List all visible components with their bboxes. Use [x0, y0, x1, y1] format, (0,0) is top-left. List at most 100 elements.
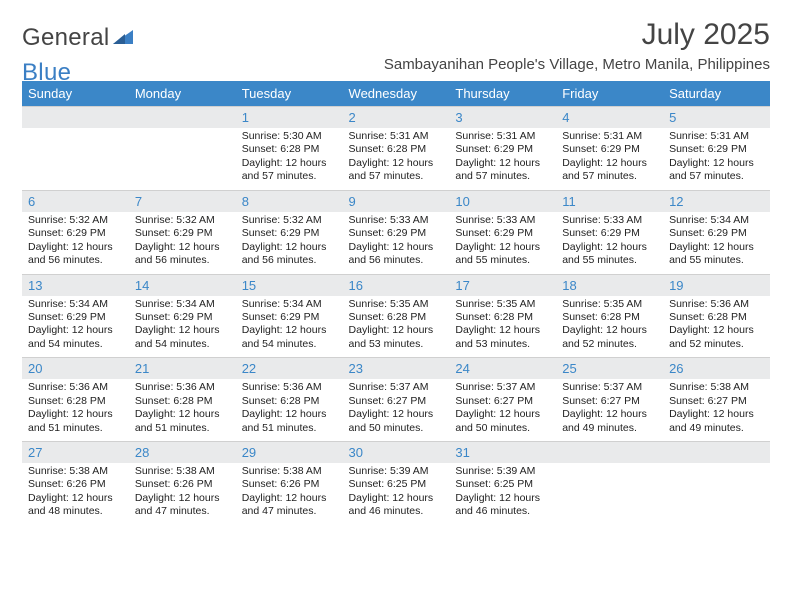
sunset-text: Sunset: 6:29 PM: [562, 227, 657, 240]
sunrise-text: Sunrise: 5:37 AM: [455, 381, 550, 394]
calendar-day-cell: 4Sunrise: 5:31 AMSunset: 6:29 PMDaylight…: [556, 106, 663, 190]
sunrise-text: Sunrise: 5:30 AM: [242, 130, 337, 143]
day-body: Sunrise: 5:36 AMSunset: 6:28 PMDaylight:…: [236, 379, 343, 441]
calendar-day-cell: 3Sunrise: 5:31 AMSunset: 6:29 PMDaylight…: [449, 106, 556, 190]
daylight-text: Daylight: 12 hours and 55 minutes.: [669, 241, 764, 268]
calendar-day-cell: 17Sunrise: 5:35 AMSunset: 6:28 PMDayligh…: [449, 274, 556, 358]
day-number: 30: [343, 441, 450, 463]
calendar-week-row: 20Sunrise: 5:36 AMSunset: 6:28 PMDayligh…: [22, 357, 770, 441]
sunset-text: Sunset: 6:27 PM: [669, 395, 764, 408]
calendar-day-cell: 30Sunrise: 5:39 AMSunset: 6:25 PMDayligh…: [343, 441, 450, 525]
sunrise-text: Sunrise: 5:38 AM: [28, 465, 123, 478]
daylight-text: Daylight: 12 hours and 53 minutes.: [455, 324, 550, 351]
day-body: Sunrise: 5:37 AMSunset: 6:27 PMDaylight:…: [449, 379, 556, 441]
sunrise-text: Sunrise: 5:34 AM: [242, 298, 337, 311]
day-number: 9: [343, 190, 450, 212]
daylight-text: Daylight: 12 hours and 51 minutes.: [28, 408, 123, 435]
daylight-text: Daylight: 12 hours and 56 minutes.: [28, 241, 123, 268]
day-body: Sunrise: 5:31 AMSunset: 6:29 PMDaylight:…: [663, 128, 770, 190]
day-body: Sunrise: 5:35 AMSunset: 6:28 PMDaylight:…: [556, 296, 663, 358]
sunset-text: Sunset: 6:29 PM: [455, 143, 550, 156]
calendar-day-cell: 20Sunrise: 5:36 AMSunset: 6:28 PMDayligh…: [22, 357, 129, 441]
day-number: [22, 106, 129, 128]
calendar-day-cell: 25Sunrise: 5:37 AMSunset: 6:27 PMDayligh…: [556, 357, 663, 441]
day-body: Sunrise: 5:33 AMSunset: 6:29 PMDaylight:…: [449, 212, 556, 274]
day-number: 21: [129, 357, 236, 379]
daylight-text: Daylight: 12 hours and 46 minutes.: [349, 492, 444, 519]
sunrise-text: Sunrise: 5:39 AM: [349, 465, 444, 478]
sunrise-text: Sunrise: 5:36 AM: [669, 298, 764, 311]
daylight-text: Daylight: 12 hours and 57 minutes.: [242, 157, 337, 184]
day-body: Sunrise: 5:32 AMSunset: 6:29 PMDaylight:…: [236, 212, 343, 274]
day-number: 27: [22, 441, 129, 463]
day-body: [129, 128, 236, 178]
daylight-text: Daylight: 12 hours and 53 minutes.: [349, 324, 444, 351]
sunset-text: Sunset: 6:29 PM: [135, 227, 230, 240]
day-number: 7: [129, 190, 236, 212]
day-header-row: Sunday Monday Tuesday Wednesday Thursday…: [22, 81, 770, 106]
day-number: [663, 441, 770, 463]
calendar-day-cell: 24Sunrise: 5:37 AMSunset: 6:27 PMDayligh…: [449, 357, 556, 441]
daylight-text: Daylight: 12 hours and 55 minutes.: [562, 241, 657, 268]
daylight-text: Daylight: 12 hours and 51 minutes.: [242, 408, 337, 435]
calendar-day-cell: 2Sunrise: 5:31 AMSunset: 6:28 PMDaylight…: [343, 106, 450, 190]
daylight-text: Daylight: 12 hours and 55 minutes.: [455, 241, 550, 268]
calendar-day-cell: 15Sunrise: 5:34 AMSunset: 6:29 PMDayligh…: [236, 274, 343, 358]
day-number: 14: [129, 274, 236, 296]
sunrise-text: Sunrise: 5:37 AM: [349, 381, 444, 394]
sunset-text: Sunset: 6:29 PM: [135, 311, 230, 324]
sunset-text: Sunset: 6:26 PM: [28, 478, 123, 491]
day-number: 23: [343, 357, 450, 379]
day-body: [22, 128, 129, 178]
day-header: Friday: [556, 81, 663, 106]
day-body: Sunrise: 5:39 AMSunset: 6:25 PMDaylight:…: [449, 463, 556, 525]
day-number: 26: [663, 357, 770, 379]
day-body: Sunrise: 5:34 AMSunset: 6:29 PMDaylight:…: [129, 296, 236, 358]
sunrise-text: Sunrise: 5:36 AM: [242, 381, 337, 394]
sunset-text: Sunset: 6:27 PM: [455, 395, 550, 408]
sunset-text: Sunset: 6:28 PM: [349, 311, 444, 324]
day-header: Saturday: [663, 81, 770, 106]
calendar-day-cell: 22Sunrise: 5:36 AMSunset: 6:28 PMDayligh…: [236, 357, 343, 441]
daylight-text: Daylight: 12 hours and 52 minutes.: [669, 324, 764, 351]
day-header: Monday: [129, 81, 236, 106]
day-body: Sunrise: 5:35 AMSunset: 6:28 PMDaylight:…: [343, 296, 450, 358]
day-body: Sunrise: 5:35 AMSunset: 6:28 PMDaylight:…: [449, 296, 556, 358]
day-number: 31: [449, 441, 556, 463]
daylight-text: Daylight: 12 hours and 57 minutes.: [349, 157, 444, 184]
calendar-body: 1Sunrise: 5:30 AMSunset: 6:28 PMDaylight…: [22, 106, 770, 525]
day-body: Sunrise: 5:37 AMSunset: 6:27 PMDaylight:…: [343, 379, 450, 441]
sunrise-text: Sunrise: 5:32 AM: [135, 214, 230, 227]
calendar-day-cell: [663, 441, 770, 525]
daylight-text: Daylight: 12 hours and 47 minutes.: [242, 492, 337, 519]
sunrise-text: Sunrise: 5:38 AM: [669, 381, 764, 394]
day-body: Sunrise: 5:30 AMSunset: 6:28 PMDaylight:…: [236, 128, 343, 190]
day-number: 11: [556, 190, 663, 212]
sunset-text: Sunset: 6:27 PM: [562, 395, 657, 408]
calendar-day-cell: 19Sunrise: 5:36 AMSunset: 6:28 PMDayligh…: [663, 274, 770, 358]
day-body: [663, 463, 770, 513]
day-number: 10: [449, 190, 556, 212]
day-header: Thursday: [449, 81, 556, 106]
daylight-text: Daylight: 12 hours and 48 minutes.: [28, 492, 123, 519]
day-header: Tuesday: [236, 81, 343, 106]
sunset-text: Sunset: 6:29 PM: [28, 227, 123, 240]
sunrise-text: Sunrise: 5:36 AM: [28, 381, 123, 394]
day-body: Sunrise: 5:38 AMSunset: 6:26 PMDaylight:…: [236, 463, 343, 525]
day-number: 25: [556, 357, 663, 379]
sunset-text: Sunset: 6:29 PM: [669, 227, 764, 240]
sunrise-text: Sunrise: 5:33 AM: [562, 214, 657, 227]
sunrise-text: Sunrise: 5:35 AM: [455, 298, 550, 311]
calendar-page: General July 2025 Sambayanihan People's …: [0, 0, 792, 535]
sunrise-text: Sunrise: 5:38 AM: [242, 465, 337, 478]
daylight-text: Daylight: 12 hours and 57 minutes.: [669, 157, 764, 184]
day-number: 13: [22, 274, 129, 296]
logo-word1: General: [22, 24, 109, 52]
sunset-text: Sunset: 6:28 PM: [349, 143, 444, 156]
calendar-day-cell: 18Sunrise: 5:35 AMSunset: 6:28 PMDayligh…: [556, 274, 663, 358]
daylight-text: Daylight: 12 hours and 46 minutes.: [455, 492, 550, 519]
daylight-text: Daylight: 12 hours and 56 minutes.: [242, 241, 337, 268]
sunrise-text: Sunrise: 5:39 AM: [455, 465, 550, 478]
sunset-text: Sunset: 6:29 PM: [242, 227, 337, 240]
day-body: Sunrise: 5:34 AMSunset: 6:29 PMDaylight:…: [663, 212, 770, 274]
